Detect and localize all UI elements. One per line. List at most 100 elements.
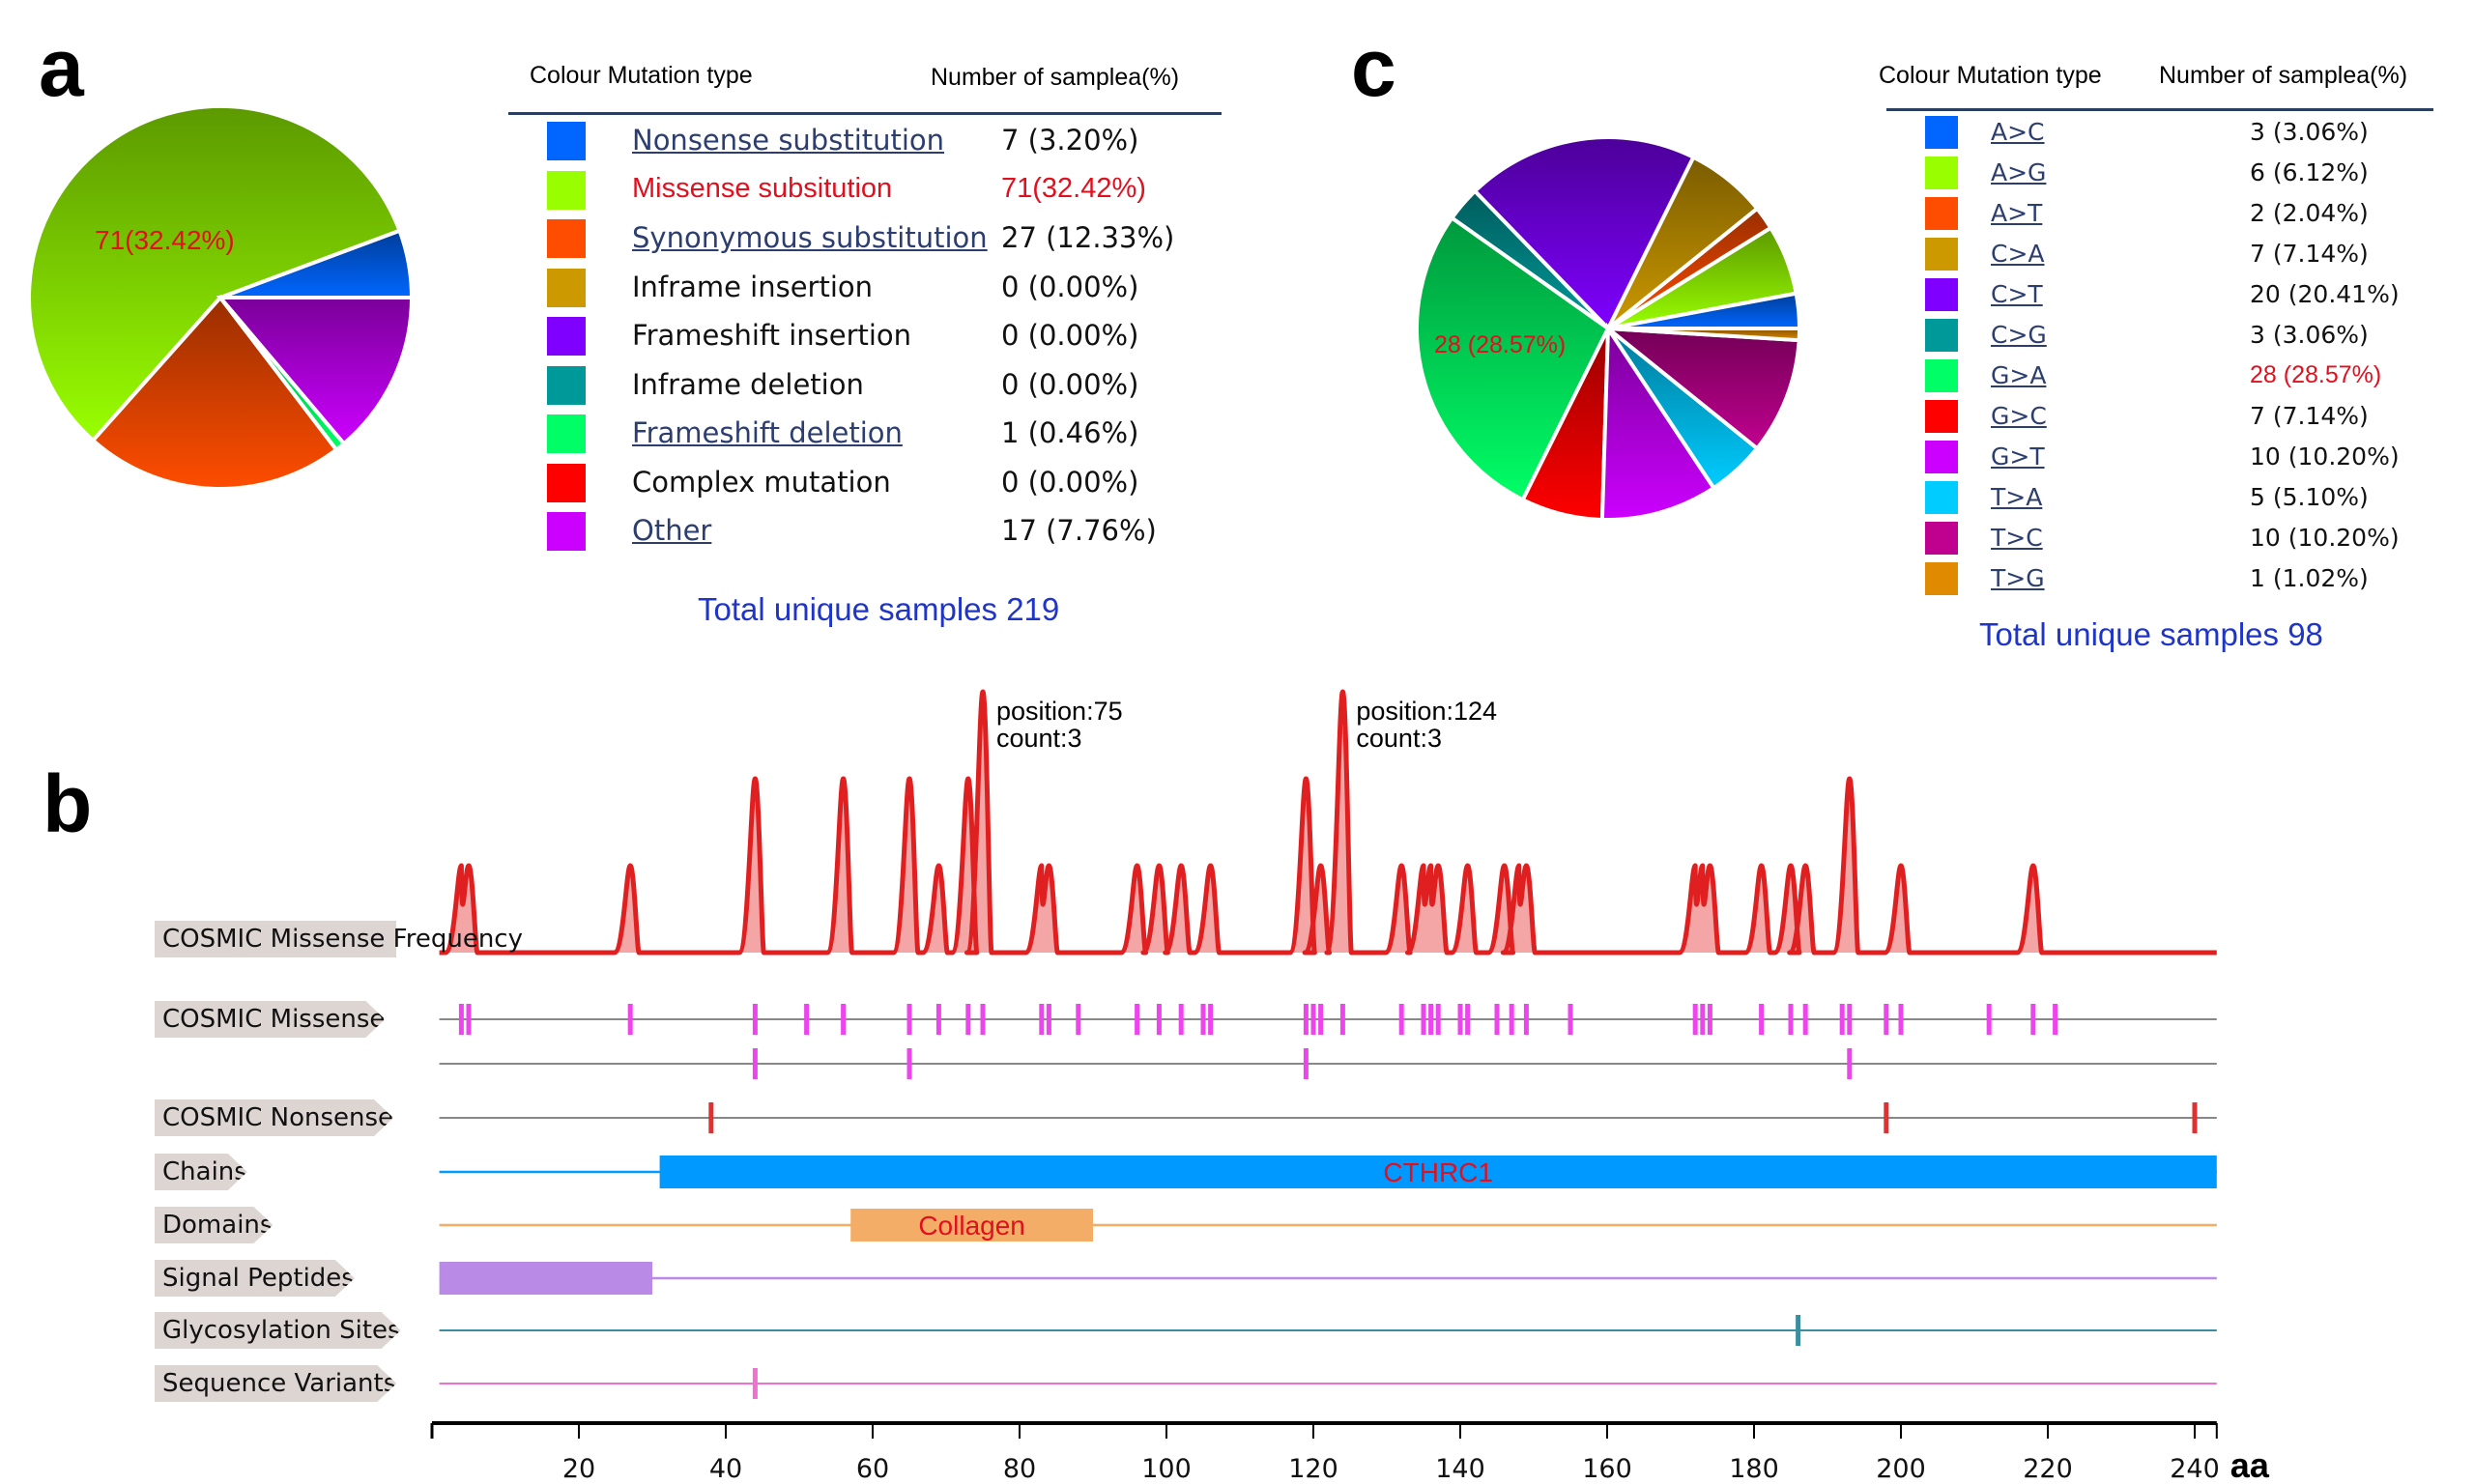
total-samples-c: Total unique samples 98 bbox=[1979, 616, 2323, 652]
sample-count: 1 (1.02%) bbox=[2250, 564, 2369, 592]
color-swatch bbox=[1925, 400, 1958, 433]
sample-count: 3 (3.06%) bbox=[2250, 118, 2369, 146]
axis-tick-label: 160 bbox=[1582, 1454, 1632, 1484]
pie-c-slice-g-to-t[interactable] bbox=[1599, 322, 1717, 522]
track-domains: Collagen bbox=[439, 1209, 2217, 1241]
axis-label: aa bbox=[2230, 1445, 2270, 1484]
mutation-type-label: Inframe deletion bbox=[632, 367, 864, 401]
sample-count: 7 (3.20%) bbox=[1001, 124, 1139, 157]
color-swatch bbox=[547, 170, 586, 210]
sample-count: 3 (3.06%) bbox=[2250, 321, 2369, 349]
axis-tick-label: 80 bbox=[1003, 1454, 1036, 1484]
mutation-type-link[interactable]: C>T bbox=[1991, 280, 2043, 308]
mutation-type-link[interactable]: Frameshift deletion bbox=[632, 416, 903, 449]
mutation-type-link[interactable]: C>G bbox=[1991, 321, 2047, 349]
sample-count: 0 (0.00%) bbox=[1001, 465, 1139, 499]
mutation-type-link[interactable]: G>T bbox=[1991, 442, 2045, 471]
track-cosmic-nonsense bbox=[439, 1102, 2217, 1133]
mutation-type-label: Frameshift insertion bbox=[632, 319, 912, 352]
legend-c-row-t-to-a: T>A 5 (5.10%) bbox=[1886, 481, 2437, 524]
color-swatch bbox=[1925, 278, 1958, 311]
color-swatch bbox=[547, 414, 586, 453]
mutation-type-link[interactable]: Nonsense substitution bbox=[632, 124, 945, 157]
mutation-type-link[interactable]: A>G bbox=[1991, 158, 2047, 186]
legend-a-row-frameshift-insertion: Frameshift insertion 0 (0.00%) bbox=[508, 317, 1223, 359]
legend-c-row-t-to-c: T>C 10 (10.20%) bbox=[1886, 522, 2437, 564]
legend-a-rule bbox=[508, 112, 1222, 115]
legend-c-row-a-to-t: A>T 2 (2.04%) bbox=[1886, 197, 2437, 240]
legend-c-row-a-to-c: A>C 3 (3.06%) bbox=[1886, 116, 2437, 158]
axis-tick-label: 220 bbox=[2023, 1454, 2073, 1484]
track-label-cosmic-missense-frequency: COSMIC Missense Frequency bbox=[155, 921, 523, 957]
color-swatch bbox=[1925, 359, 1958, 392]
color-swatch bbox=[547, 317, 586, 356]
track-label-sequence-variants: Sequence Variants bbox=[155, 1365, 396, 1402]
axis-tick-label: 120 bbox=[1288, 1454, 1338, 1484]
color-swatch bbox=[1925, 238, 1958, 271]
feature-signal-peptides[interactable] bbox=[439, 1262, 652, 1295]
x-axis: 20 40 60 80 100 120 140 160 180 200 220 240 aa bbox=[430, 1421, 2270, 1484]
pie-a-slice-other[interactable] bbox=[216, 296, 415, 446]
color-swatch bbox=[1925, 197, 1958, 230]
legend-c-row-g-to-c: G>C 7 (7.14%) bbox=[1886, 400, 2437, 442]
mutation-type-link[interactable]: A>C bbox=[1991, 118, 2045, 146]
mutation-type-link[interactable]: C>A bbox=[1991, 240, 2045, 268]
mutation-type-label: Inframe insertion bbox=[632, 270, 874, 303]
pie-c-slice-t-to-g[interactable] bbox=[1607, 327, 1802, 343]
frequency-line bbox=[439, 689, 2217, 956]
pie-c-slice-c-to-t[interactable] bbox=[1472, 135, 1696, 332]
mutation-type-link[interactable]: G>A bbox=[1991, 361, 2047, 389]
sample-count: 5 (5.10%) bbox=[2250, 483, 2369, 511]
legend-c-row-c-to-a: C>A 7 (7.14%) bbox=[1886, 238, 2437, 280]
axis-tick-label: 60 bbox=[856, 1454, 889, 1484]
sample-count: 1 (0.46%) bbox=[1001, 416, 1139, 449]
pie-a-slice-missense-subsitution[interactable] bbox=[27, 104, 403, 443]
color-swatch bbox=[547, 268, 586, 307]
axis-tick-label: 40 bbox=[709, 1454, 742, 1484]
peak-annotation-position: position:75 bbox=[996, 697, 1123, 726]
color-swatch bbox=[1925, 441, 1958, 473]
legend-a-row-other: Other 17 (7.76%) bbox=[508, 512, 1223, 555]
mutation-type-link[interactable]: Synonymous substitution bbox=[632, 221, 988, 254]
legend-c-row-t-to-g: T>G 1 (1.02%) bbox=[1886, 562, 2437, 605]
feature-label: Collagen bbox=[918, 1211, 1025, 1241]
track-label-cosmic-nonsense: COSMIC Nonsense bbox=[155, 1099, 393, 1136]
axis-tick-label: 180 bbox=[1729, 1454, 1779, 1484]
legend-a-row-complex-mutation: Complex mutation 0 (0.00%) bbox=[508, 463, 1223, 506]
pie-a-slices bbox=[27, 104, 415, 491]
feature-domains[interactable] bbox=[850, 1209, 1093, 1241]
color-swatch bbox=[1925, 481, 1958, 514]
mutation-type-link[interactable]: T>C bbox=[1991, 524, 2043, 552]
pie-c-slice-t-to-c[interactable] bbox=[1601, 326, 1801, 451]
track-glycosylation-sites bbox=[439, 1315, 2217, 1346]
peak-annotation-count: count:3 bbox=[1356, 724, 1442, 753]
track-label-domains: Domains bbox=[155, 1207, 273, 1243]
mutation-type-link[interactable]: G>C bbox=[1991, 402, 2047, 430]
peak-annotation-count: count:3 bbox=[996, 724, 1082, 753]
pie-c-slice-g-to-a[interactable] bbox=[1415, 214, 1611, 502]
color-swatch bbox=[1925, 319, 1958, 352]
mutation-type-link[interactable]: A>T bbox=[1991, 199, 2043, 227]
track-signal-peptides bbox=[439, 1262, 2217, 1295]
mutation-type-link[interactable]: T>G bbox=[1991, 564, 2045, 592]
sample-count: 0 (0.00%) bbox=[1001, 270, 1139, 303]
feature-chains[interactable] bbox=[659, 1156, 2217, 1188]
legend-c-row-a-to-g: A>G 6 (6.12%) bbox=[1886, 157, 2437, 199]
color-swatch bbox=[1925, 522, 1958, 555]
legend-a-row-nonsense-substitution: Nonsense substitution 7 (3.20%) bbox=[508, 122, 1223, 164]
axis-tick-label: 200 bbox=[1876, 1454, 1926, 1484]
color-swatch bbox=[547, 512, 586, 551]
axis-tick-label: 20 bbox=[562, 1454, 595, 1484]
color-swatch bbox=[1925, 116, 1958, 149]
sample-count: 7 (7.14%) bbox=[2250, 240, 2369, 268]
sample-count: 20 (20.41%) bbox=[2250, 280, 2400, 308]
legend-c-row-c-to-g: C>G 3 (3.06%) bbox=[1886, 319, 2437, 361]
pie-a-slice-synonymous-substitution[interactable] bbox=[90, 294, 339, 491]
panel-label-c: c bbox=[1351, 22, 1396, 113]
mutation-type-link[interactable]: T>A bbox=[1991, 483, 2043, 511]
feature-label: CTHRC1 bbox=[1383, 1157, 1493, 1187]
legend-a-row-synonymous-substitution: Synonymous substitution 27 (12.33%) bbox=[508, 219, 1223, 262]
mutation-type-link[interactable]: Other bbox=[632, 514, 712, 547]
